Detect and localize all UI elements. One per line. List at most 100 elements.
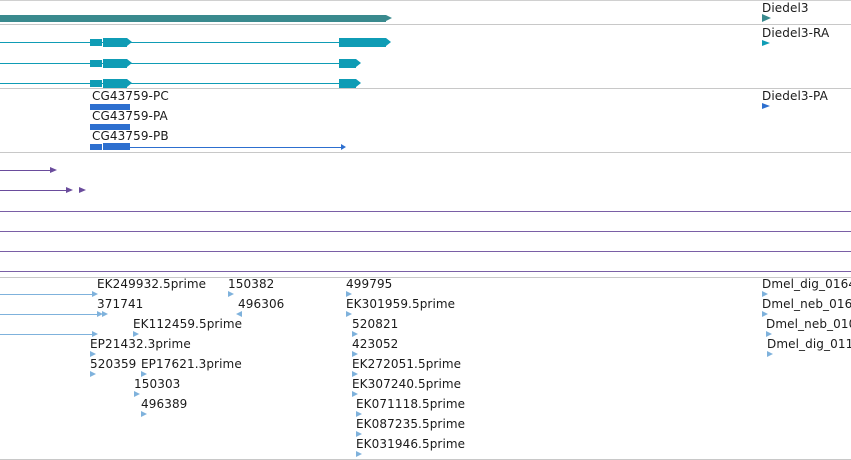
track-separator	[0, 0, 851, 1]
est-label[interactable]: 150303	[134, 377, 181, 391]
transcript-intron-line	[0, 63, 356, 64]
est-marker[interactable]	[352, 371, 358, 377]
gene-label[interactable]: Diedel3	[762, 1, 809, 15]
gene-span-bar[interactable]	[0, 15, 386, 22]
track-separator	[0, 271, 851, 272]
est-label[interactable]: 150382	[228, 277, 275, 291]
cds-label[interactable]: CG43759-PA	[92, 109, 168, 123]
est-line	[0, 334, 92, 335]
est-label[interactable]: 520359	[90, 357, 137, 371]
transcript-exon[interactable]	[90, 39, 102, 46]
est-marker[interactable]	[90, 351, 96, 357]
est-label[interactable]: Dmel_neb_010	[766, 317, 851, 331]
est-label[interactable]: EK112459.5prime	[133, 317, 243, 331]
transcript-arrowhead	[356, 59, 361, 67]
est-label[interactable]: 496306	[238, 297, 285, 311]
est-label[interactable]: EP21432.3prime	[90, 337, 191, 351]
est-marker[interactable]	[356, 411, 362, 417]
transcript-arrowhead	[127, 38, 132, 46]
est-marker[interactable]	[762, 291, 768, 297]
track-separator	[0, 211, 851, 212]
est-marker[interactable]	[92, 331, 98, 337]
purple-feature-arrowhead[interactable]	[79, 187, 86, 193]
transcript-arrowhead	[127, 59, 132, 67]
est-marker[interactable]	[356, 451, 362, 457]
est-label[interactable]: 499795	[346, 277, 393, 291]
est-label[interactable]: EK087235.5prime	[356, 417, 466, 431]
est-marker[interactable]	[236, 311, 242, 317]
est-marker[interactable]	[352, 331, 358, 337]
track-separator	[0, 152, 851, 153]
est-label[interactable]: 423052	[352, 337, 399, 351]
est-label[interactable]: EK307240.5prime	[352, 377, 462, 391]
est-marker[interactable]	[352, 391, 358, 397]
est-label[interactable]: 371741	[97, 297, 144, 311]
cds-block[interactable]	[103, 143, 130, 150]
est-marker[interactable]	[346, 311, 352, 317]
purple-feature-arrowhead[interactable]	[50, 167, 57, 173]
est-marker[interactable]	[133, 331, 139, 337]
cds-arrowhead	[341, 144, 346, 150]
est-label[interactable]: Dmel_dig_011	[767, 337, 851, 351]
track-separator	[0, 24, 851, 25]
purple-feature-arrowhead[interactable]	[66, 187, 73, 193]
transcript-exon[interactable]	[339, 38, 386, 47]
track-separator	[0, 277, 851, 278]
track-separator	[0, 231, 851, 232]
transcript-feature-marker[interactable]	[762, 40, 770, 46]
cds-block[interactable]	[90, 104, 130, 110]
est-label[interactable]: EK031946.5prime	[356, 437, 466, 451]
cds-block[interactable]	[90, 124, 130, 130]
est-marker[interactable]	[90, 371, 96, 377]
transcript-arrowhead	[356, 79, 361, 87]
est-label[interactable]: Dmel_dig_0164	[762, 277, 851, 291]
transcript-arrowhead	[386, 38, 391, 46]
est-line	[0, 294, 92, 295]
est-marker[interactable]	[134, 391, 140, 397]
est-label[interactable]: 520821	[352, 317, 399, 331]
transcript-exon[interactable]	[103, 79, 127, 88]
transcript-exon[interactable]	[339, 79, 356, 88]
est-label[interactable]: EK272051.5prime	[352, 357, 462, 371]
est-marker[interactable]	[766, 331, 772, 337]
transcript-exon[interactable]	[90, 80, 102, 87]
est-marker[interactable]	[762, 311, 768, 317]
est-marker[interactable]	[102, 311, 108, 317]
purple-feature-line	[0, 170, 50, 171]
purple-feature-line	[0, 190, 66, 191]
est-label[interactable]: EK301959.5prime	[346, 297, 456, 311]
cds-label[interactable]: CG43759-PC	[92, 89, 169, 103]
est-marker[interactable]	[141, 411, 147, 417]
transcript-exon[interactable]	[103, 38, 127, 47]
est-marker[interactable]	[141, 371, 147, 377]
protein-label[interactable]: Diedel3-PA	[762, 89, 828, 103]
est-line	[0, 314, 98, 315]
est-marker[interactable]	[352, 351, 358, 357]
cds-label[interactable]: CG43759-PB	[92, 129, 169, 143]
transcript-intron-line	[0, 42, 386, 43]
est-marker[interactable]	[92, 291, 98, 297]
est-marker[interactable]	[767, 351, 773, 357]
est-label[interactable]: 496389	[141, 397, 188, 411]
cds-intron-line	[130, 147, 341, 148]
transcript-arrowhead	[127, 79, 132, 87]
transcript-label[interactable]: Diedel3-RA	[762, 26, 830, 40]
est-marker[interactable]	[97, 311, 103, 317]
transcript-exon[interactable]	[339, 59, 356, 68]
gene-feature-marker[interactable]	[762, 14, 771, 22]
track-separator	[0, 88, 851, 89]
est-marker[interactable]	[356, 431, 362, 437]
protein-feature-marker[interactable]	[762, 103, 770, 109]
transcript-exon[interactable]	[90, 60, 102, 67]
est-marker[interactable]	[228, 291, 234, 297]
track-separator	[0, 251, 851, 252]
est-marker[interactable]	[346, 291, 352, 297]
est-label[interactable]: EK071118.5prime	[356, 397, 466, 411]
est-label[interactable]: Dmel_neb_016	[762, 297, 851, 311]
transcript-exon[interactable]	[103, 59, 127, 68]
est-label[interactable]: EP17621.3prime	[141, 357, 242, 371]
cds-block[interactable]	[90, 144, 102, 150]
transcript-intron-line	[0, 83, 356, 84]
est-label[interactable]: EK249932.5prime	[97, 277, 207, 291]
